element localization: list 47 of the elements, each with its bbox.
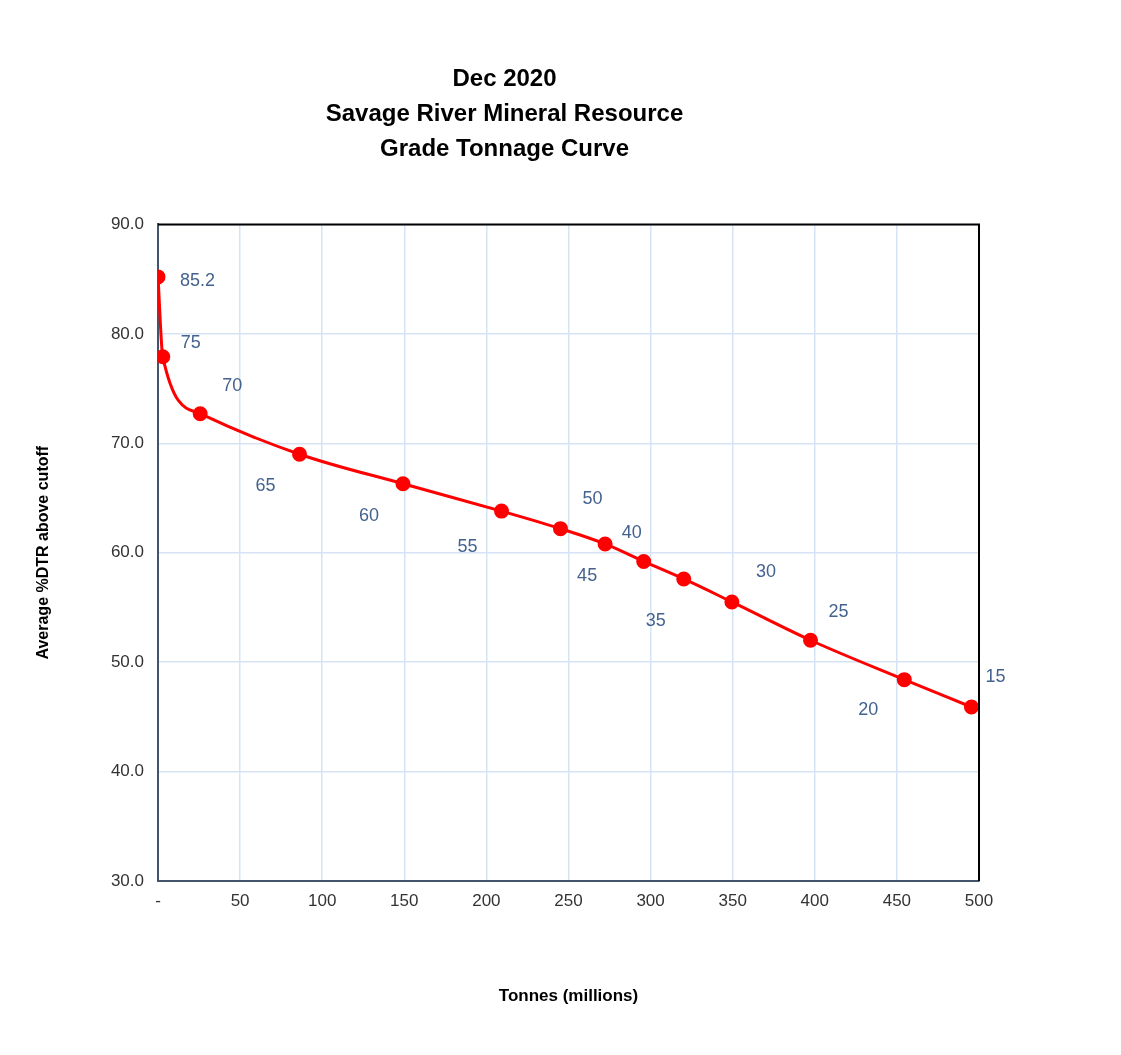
annotation: 15: [985, 665, 1006, 686]
y-tick-label: 30.0: [110, 870, 144, 890]
x-tick-label: 50: [230, 890, 250, 910]
annotation: 65: [255, 475, 276, 496]
point: [896, 672, 912, 688]
point: [724, 594, 740, 610]
y-tick-label: 60.0: [110, 542, 144, 562]
point: [494, 503, 510, 519]
annotation: 35: [645, 609, 666, 630]
x-tick-label: -: [155, 890, 161, 910]
y-tick-label: 70.0: [110, 432, 144, 452]
annotation: 50: [582, 487, 603, 508]
chart-title: Dec 2020 Savage River Mineral Resource Grade Tonnage Curve: [325, 64, 684, 161]
y-axis-title: Average %DTR above cutoff: [34, 445, 52, 660]
annotation: 55: [457, 536, 478, 557]
point: [292, 446, 308, 462]
x-tick-label: 350: [718, 890, 747, 910]
annotation: 25: [828, 601, 849, 622]
x-tick-label: 500: [964, 890, 994, 910]
point: [597, 536, 613, 552]
point: [676, 571, 692, 587]
annotation: 85.2: [180, 269, 216, 290]
x-axis-title: Tonnes (millions): [498, 986, 639, 1006]
x-tick-label: 150: [390, 890, 419, 910]
x-tick-label: 400: [800, 890, 829, 910]
annotation: 75: [180, 331, 201, 352]
annotation: 45: [577, 564, 598, 585]
point: [192, 406, 208, 422]
point: [963, 699, 979, 715]
x-tick-label: 250: [554, 890, 583, 910]
annotation: 20: [858, 698, 879, 719]
annotation: 70: [222, 374, 243, 395]
point: [552, 521, 568, 537]
x-tick-label: 200: [472, 890, 501, 910]
x-tick-label: 100: [308, 890, 337, 910]
x-tick-label: 300: [636, 890, 665, 910]
point: [803, 632, 819, 648]
annotation: 40: [621, 522, 642, 543]
y-tick-label: 90.0: [110, 214, 144, 234]
point: [636, 553, 652, 569]
annotation: 30: [755, 560, 776, 581]
x-tick-label: 450: [882, 890, 912, 910]
y-tick-label: 80.0: [110, 323, 144, 343]
annotation: 60: [358, 504, 380, 525]
y-tick-label: 50.0: [110, 651, 144, 671]
y-tick-label: 40.0: [110, 761, 144, 781]
point: [395, 476, 411, 492]
